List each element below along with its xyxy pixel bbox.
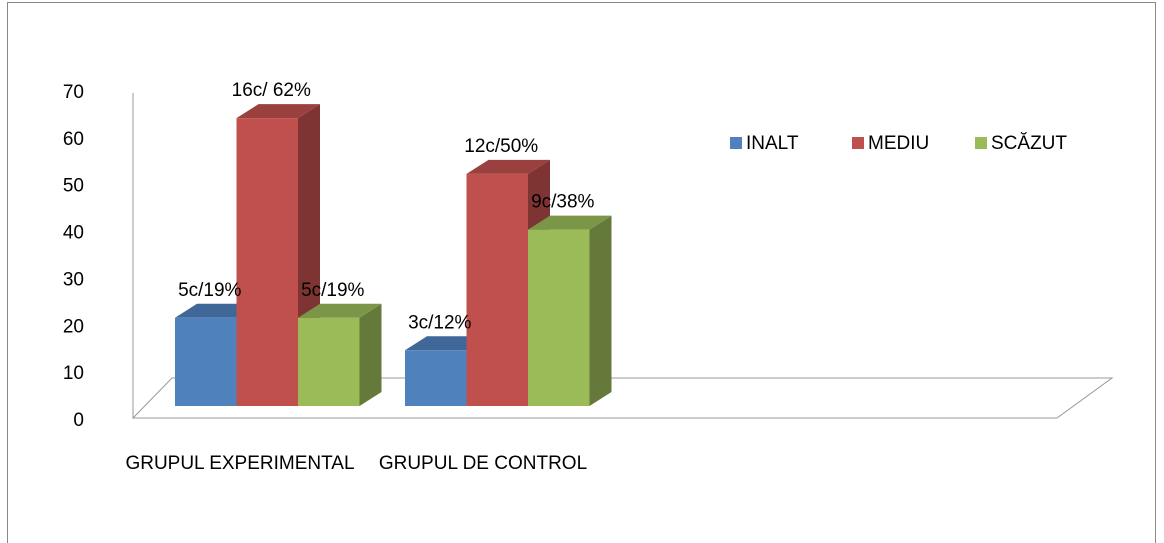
bar-face [528, 215, 612, 230]
y-tick-label: 0 [73, 410, 84, 431]
y-tick-label: 30 [63, 269, 84, 290]
data-label: 12c/50% [464, 136, 538, 157]
legend-label: SCĂZUT [991, 133, 1067, 154]
y-tick-label: 20 [63, 316, 84, 337]
y-tick-label: 40 [63, 223, 84, 244]
y-tick-label: 70 [63, 82, 84, 103]
data-label: 16c/ 62% [232, 80, 311, 101]
floor [131, 377, 1114, 419]
x-tick-label: GRUPUL DE CONTROL [379, 453, 587, 474]
bar [298, 303, 382, 406]
legend-label: INALT [746, 133, 799, 154]
bar-face [466, 173, 528, 406]
bar-face [298, 317, 360, 406]
bar-face [528, 229, 590, 406]
legend-label: MEDIU [868, 133, 929, 154]
data-label: 5c/19% [178, 280, 241, 301]
data-label: 5c/19% [301, 280, 364, 301]
y-tick-label: 60 [63, 129, 84, 150]
bar-face [175, 317, 237, 406]
y-tick-label: 50 [63, 176, 84, 197]
data-label: 9c/38% [531, 192, 594, 213]
data-label: 3c/12% [408, 312, 471, 333]
x-tick-label: GRUPUL EXPERIMENTAL [125, 453, 354, 474]
bar-face [236, 104, 320, 119]
y-tick-label: 10 [63, 363, 84, 384]
bar-face [589, 215, 612, 406]
legend-swatch [730, 137, 742, 149]
legend-swatch [975, 137, 987, 149]
bar-face [405, 350, 467, 406]
bar-face [466, 159, 550, 174]
bar-face [236, 118, 298, 407]
legend-swatch [852, 137, 864, 149]
bar-face [359, 303, 382, 406]
bar-face [298, 303, 382, 318]
bar [528, 215, 612, 406]
